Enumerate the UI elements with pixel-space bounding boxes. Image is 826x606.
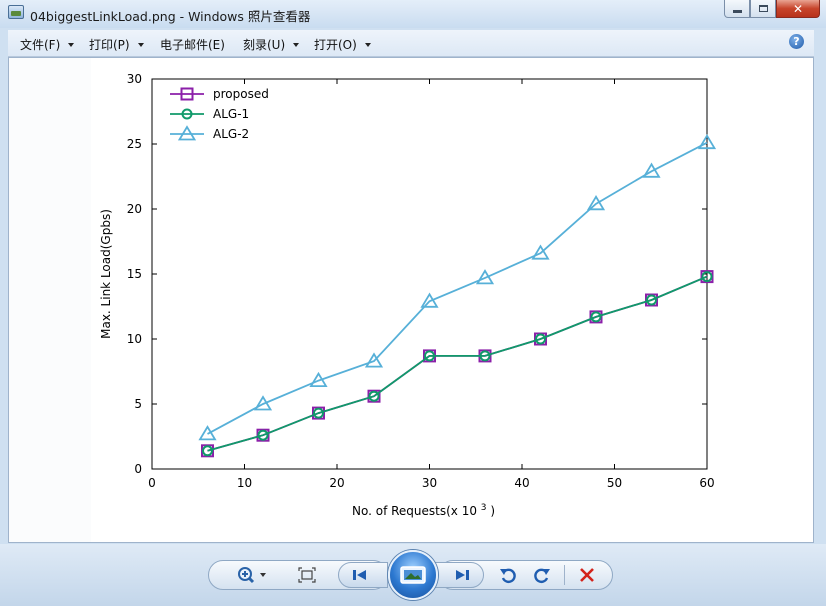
x-axis-label: No. of Requests(x 10 3 ): [352, 503, 495, 518]
data-point-ALG-1: [257, 429, 269, 441]
data-point-ALG-1: [313, 407, 324, 419]
legend-marker-ALG-2: [177, 125, 197, 141]
title-bar: 04biggestLinkLoad.png - Windows 照片查看器 ✕: [0, 0, 826, 28]
photo-viewer-app-icon: [8, 5, 24, 19]
delete-icon: [580, 568, 594, 582]
delete-button[interactable]: [576, 565, 598, 585]
data-point-ALG-2: [198, 425, 217, 441]
y-axis-label: Max. Link Load(Gpbs): [99, 209, 113, 339]
rotate-counterclockwise-icon: [500, 568, 516, 584]
y-tick-label: 0: [134, 462, 142, 476]
rotate-counterclockwise-button[interactable]: [497, 565, 519, 585]
series-line-ALG-1: [207, 275, 708, 452]
data-point-ALG-1: [368, 390, 380, 402]
data-point-ALG-2: [309, 371, 328, 388]
minimize-icon: [732, 10, 742, 13]
legend-marker-proposed: [180, 87, 194, 101]
menu-open[interactable]: 打开(O): [314, 36, 371, 53]
next-button[interactable]: [434, 562, 484, 588]
data-point-ALG-1: [646, 294, 657, 306]
x-tick-label: 50: [607, 476, 622, 490]
slideshow-icon: [400, 566, 426, 584]
x-tick-label: 30: [422, 476, 437, 490]
legend-label-proposed: proposed: [213, 87, 269, 101]
previous-icon: [353, 570, 366, 580]
rotate-clockwise-button[interactable]: [531, 565, 553, 585]
data-point-ALG-2: [475, 269, 495, 285]
y-tick-label: 30: [127, 72, 142, 86]
series-line-ALG-2: [207, 141, 708, 435]
rotate-clockwise-icon: [534, 568, 550, 584]
legend-label-ALG-1: ALG-1: [213, 107, 249, 121]
line-chart: 0 10 20 30 40 50 60 0 5 10 15 20 25 30 No. of Requests…: [99, 72, 717, 518]
data-point-ALG-2: [253, 395, 273, 411]
menu-burn-label: 刻录(U): [243, 38, 286, 52]
x-tick-label: 40: [514, 476, 529, 490]
y-tick-label: 10: [127, 332, 142, 346]
data-point-ALG-1: [479, 350, 491, 362]
menu-bar: 文件(F) 打印(P) 电子邮件(E) 刻录(U) 打开(O) ?: [8, 30, 814, 57]
data-point-ALG-2: [697, 133, 717, 150]
fit-to-window-icon: [298, 567, 316, 583]
menu-print[interactable]: 打印(P): [89, 36, 144, 53]
legend-label-ALG-2: ALG-2: [213, 127, 249, 141]
zoom-icon: [238, 567, 266, 584]
x-axis-label-superscript: 3: [481, 503, 487, 513]
data-point-ALG-1: [535, 333, 546, 345]
data-point-ALG-2: [586, 195, 606, 211]
menu-file[interactable]: 文件(F): [20, 36, 75, 53]
displayed-image: [91, 62, 731, 540]
zoom-button[interactable]: [236, 565, 270, 585]
x-tick-label: 60: [699, 476, 714, 490]
chevron-down-icon: [137, 43, 144, 47]
previous-button[interactable]: [338, 562, 388, 588]
data-point-ALG-1: [590, 311, 602, 323]
slideshow-button[interactable]: [388, 550, 438, 600]
close-button[interactable]: ✕: [776, 0, 820, 18]
data-point-ALG-2: [420, 292, 439, 308]
x-axis-label-text: No. of Requests(x 10: [352, 504, 481, 518]
x-tick-label: 20: [329, 476, 344, 490]
data-point-ALG-2: [364, 352, 384, 368]
window-controls: ✕: [724, 0, 820, 20]
x-axis-label-suffix: ): [487, 504, 496, 518]
maximize-button[interactable]: [750, 0, 776, 18]
data-point-ALG-1: [701, 271, 713, 283]
y-tick-label: 20: [127, 202, 142, 216]
fit-to-window-button[interactable]: [296, 565, 318, 585]
toolbar-divider: [564, 565, 565, 585]
window-title: 04biggestLinkLoad.png - Windows 照片查看器: [30, 9, 311, 24]
menu-burn[interactable]: 刻录(U): [243, 36, 300, 53]
y-tick-label: 15: [127, 267, 142, 281]
maximize-icon: [758, 5, 768, 12]
y-tick-label: 25: [127, 137, 142, 151]
chevron-down-icon: [68, 43, 75, 47]
chevron-down-icon: [293, 43, 300, 47]
close-icon: ✕: [792, 1, 804, 16]
menu-print-label: 打印(P): [89, 38, 130, 52]
menu-email[interactable]: 电子邮件(E): [160, 36, 225, 53]
menu-email-label: 电子邮件(E): [160, 38, 225, 52]
data-point-ALG-2: [531, 244, 550, 260]
x-tick-label: 10: [237, 476, 252, 490]
image-view-area: 0 10 20 30 40 50 60 0 5 10 15 20 25 30 No. of Requests…: [8, 57, 814, 543]
menu-file-label: 文件(F): [20, 38, 61, 52]
data-point-ALG-2: [642, 162, 661, 178]
data-point-ALG-1: [424, 350, 435, 362]
next-icon: [456, 570, 469, 580]
series-line-proposed: [207, 275, 708, 452]
legend-marker-ALG-1: [181, 108, 193, 120]
menu-open-label: 打开(O): [314, 38, 357, 52]
minimize-button[interactable]: [724, 0, 750, 18]
x-tick-label: 0: [148, 476, 156, 490]
chevron-down-icon: [364, 43, 371, 47]
y-tick-label: 5: [134, 397, 142, 411]
data-point-ALG-1: [202, 445, 213, 457]
help-icon[interactable]: ?: [789, 34, 804, 49]
